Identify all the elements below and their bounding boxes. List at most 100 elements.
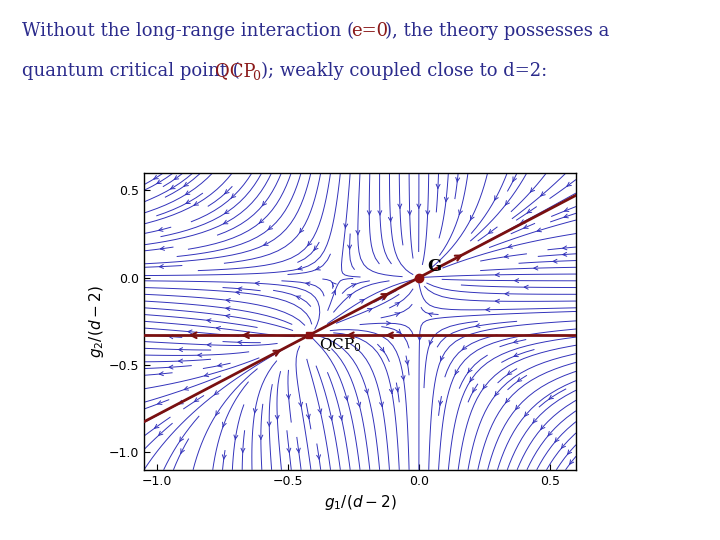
FancyArrowPatch shape [268, 226, 273, 230]
FancyArrowPatch shape [541, 425, 545, 429]
FancyArrowPatch shape [339, 415, 343, 420]
FancyArrowPatch shape [158, 401, 162, 404]
FancyArrowPatch shape [468, 368, 472, 373]
FancyArrowPatch shape [486, 308, 490, 312]
FancyArrowPatch shape [154, 176, 158, 179]
Text: ); weakly coupled close to d=2:: ); weakly coupled close to d=2: [261, 62, 548, 80]
FancyArrowPatch shape [505, 399, 510, 403]
FancyArrowPatch shape [174, 176, 179, 179]
FancyArrowPatch shape [417, 204, 420, 208]
FancyArrowPatch shape [186, 191, 190, 195]
FancyArrowPatch shape [555, 438, 559, 442]
FancyArrowPatch shape [332, 282, 336, 287]
FancyArrowPatch shape [194, 398, 199, 402]
FancyArrowPatch shape [259, 219, 264, 223]
FancyArrowPatch shape [275, 415, 279, 420]
Text: ), the theory possesses a: ), the theory possesses a [385, 22, 610, 40]
FancyArrowPatch shape [397, 329, 401, 333]
FancyArrowPatch shape [390, 389, 393, 394]
FancyArrowPatch shape [226, 307, 230, 310]
FancyArrowPatch shape [549, 395, 554, 399]
FancyArrowPatch shape [488, 230, 493, 233]
FancyArrowPatch shape [188, 330, 192, 334]
FancyArrowPatch shape [436, 184, 440, 189]
FancyArrowPatch shape [186, 200, 190, 204]
FancyArrowPatch shape [287, 394, 290, 399]
FancyArrowPatch shape [521, 220, 525, 224]
FancyArrowPatch shape [459, 210, 462, 215]
FancyArrowPatch shape [215, 390, 219, 395]
FancyArrowPatch shape [516, 405, 520, 410]
FancyArrowPatch shape [297, 296, 301, 300]
FancyArrowPatch shape [231, 194, 235, 198]
FancyArrowPatch shape [171, 185, 175, 189]
FancyArrowPatch shape [169, 335, 173, 339]
FancyArrowPatch shape [395, 313, 400, 316]
FancyArrowPatch shape [395, 387, 399, 392]
FancyArrowPatch shape [179, 437, 184, 442]
FancyArrowPatch shape [495, 273, 500, 276]
FancyArrowPatch shape [256, 281, 259, 285]
Text: Without the long-range interaction (: Without the long-range interaction ( [22, 22, 354, 40]
FancyArrowPatch shape [194, 201, 199, 205]
FancyArrowPatch shape [470, 377, 474, 382]
FancyArrowPatch shape [563, 252, 567, 256]
FancyArrowPatch shape [299, 402, 302, 407]
FancyArrowPatch shape [159, 227, 163, 231]
FancyArrowPatch shape [347, 294, 351, 298]
FancyArrowPatch shape [380, 347, 384, 352]
FancyArrowPatch shape [222, 455, 226, 460]
FancyArrowPatch shape [505, 292, 509, 296]
FancyArrowPatch shape [234, 435, 238, 440]
FancyArrowPatch shape [360, 300, 364, 303]
FancyArrowPatch shape [395, 302, 400, 306]
FancyArrowPatch shape [241, 448, 245, 453]
FancyArrowPatch shape [553, 259, 557, 263]
FancyArrowPatch shape [159, 372, 163, 376]
FancyArrowPatch shape [236, 291, 240, 294]
FancyArrowPatch shape [238, 287, 242, 291]
FancyArrowPatch shape [564, 214, 568, 218]
Text: quantum critical point (: quantum critical point ( [22, 62, 239, 80]
FancyArrowPatch shape [222, 422, 226, 427]
FancyArrowPatch shape [300, 228, 304, 233]
FancyArrowPatch shape [184, 183, 189, 186]
FancyArrowPatch shape [298, 266, 302, 270]
FancyArrowPatch shape [207, 343, 211, 347]
FancyArrowPatch shape [351, 284, 356, 287]
FancyArrowPatch shape [570, 460, 574, 464]
FancyArrowPatch shape [533, 418, 537, 423]
FancyArrowPatch shape [405, 360, 409, 365]
FancyArrowPatch shape [344, 224, 348, 228]
FancyArrowPatch shape [216, 411, 220, 415]
FancyArrowPatch shape [159, 265, 163, 268]
FancyArrowPatch shape [344, 396, 348, 401]
FancyArrowPatch shape [514, 353, 518, 356]
FancyArrowPatch shape [357, 402, 361, 407]
FancyArrowPatch shape [515, 279, 518, 282]
FancyArrowPatch shape [297, 448, 300, 453]
FancyArrowPatch shape [534, 266, 538, 270]
FancyArrowPatch shape [226, 314, 230, 318]
FancyArrowPatch shape [218, 363, 222, 367]
Y-axis label: $g_2/(d-2)$: $g_2/(d-2)$ [87, 285, 106, 357]
FancyArrowPatch shape [495, 195, 498, 200]
FancyArrowPatch shape [318, 409, 322, 414]
FancyArrowPatch shape [307, 241, 312, 246]
FancyArrowPatch shape [418, 336, 421, 341]
FancyArrowPatch shape [537, 228, 541, 232]
FancyArrowPatch shape [367, 308, 372, 312]
FancyArrowPatch shape [456, 178, 459, 182]
FancyArrowPatch shape [567, 450, 572, 455]
FancyArrowPatch shape [348, 245, 351, 249]
FancyArrowPatch shape [401, 376, 405, 380]
FancyArrowPatch shape [158, 431, 163, 436]
FancyArrowPatch shape [264, 242, 269, 245]
FancyArrowPatch shape [179, 359, 183, 363]
FancyArrowPatch shape [179, 400, 184, 404]
FancyArrowPatch shape [259, 435, 263, 440]
FancyArrowPatch shape [332, 291, 336, 295]
FancyArrowPatch shape [562, 444, 565, 448]
FancyArrowPatch shape [429, 340, 433, 345]
FancyArrowPatch shape [508, 371, 512, 375]
